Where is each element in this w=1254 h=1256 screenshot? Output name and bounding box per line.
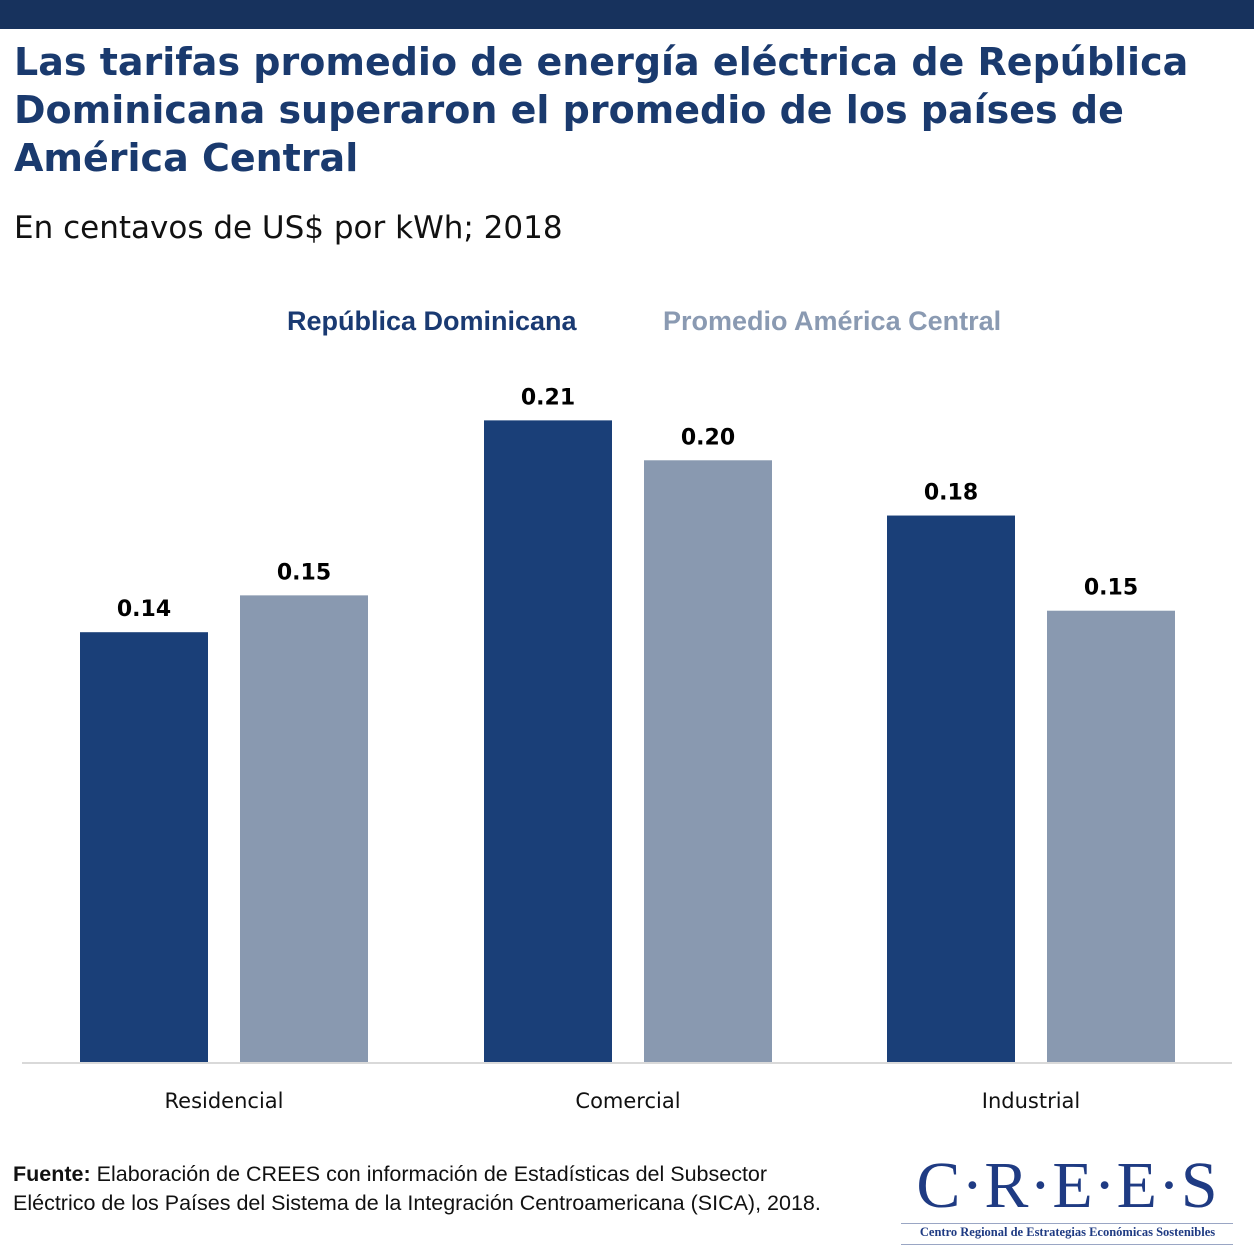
chart-title: Las tarifas promedio de energía eléctric… [14, 40, 1189, 180]
logo-rule-top [901, 1223, 1233, 1224]
bar-rd-comercial [484, 420, 612, 1062]
source-text: Elaboración de CREES con información de … [13, 1162, 821, 1215]
bar-chart: 0.14 0.15 Residencial 0.21 0.20 Comercial 0.18… [22, 385, 1232, 1113]
logo-wordmark: C·R·E·E·S [916, 1149, 1219, 1222]
logo-rule-bottom [901, 1244, 1233, 1245]
top-banner [0, 0, 1254, 29]
data-label-ac-industrial: 0.15 [1084, 576, 1138, 601]
category-label-residencial: Residencial [165, 1089, 284, 1113]
legend-promedio-america-central: Promedio América Central [663, 306, 1002, 336]
bar-rd-industrial [887, 515, 1015, 1062]
category-label-industrial: Industrial [982, 1089, 1081, 1113]
data-label-rd-comercial: 0.21 [521, 385, 575, 410]
data-label-rd-industrial: 0.18 [924, 481, 978, 506]
crees-logo: C·R·E·E·S Centro Regional de Estrategias… [895, 1148, 1240, 1248]
bar-rd-residencial [80, 632, 208, 1062]
source-note: Fuente: Elaboración de CREES con informa… [13, 1160, 853, 1218]
bar-ac-comercial [644, 460, 772, 1062]
legend-republica-dominicana: República Dominicana [287, 306, 577, 336]
bar-ac-residencial [240, 595, 368, 1062]
data-label-ac-residencial: 0.15 [277, 560, 331, 585]
chart-subtitle: En centavos de US$ por kWh; 2018 [14, 210, 563, 246]
category-label-comercial: Comercial [575, 1089, 680, 1113]
data-label-rd-residencial: 0.14 [117, 597, 171, 622]
logo-tagline: Centro Regional de Estrategias Económica… [919, 1225, 1216, 1239]
data-label-ac-comercial: 0.20 [681, 425, 735, 450]
bar-ac-industrial [1047, 610, 1175, 1062]
source-label: Fuente: [13, 1162, 91, 1186]
